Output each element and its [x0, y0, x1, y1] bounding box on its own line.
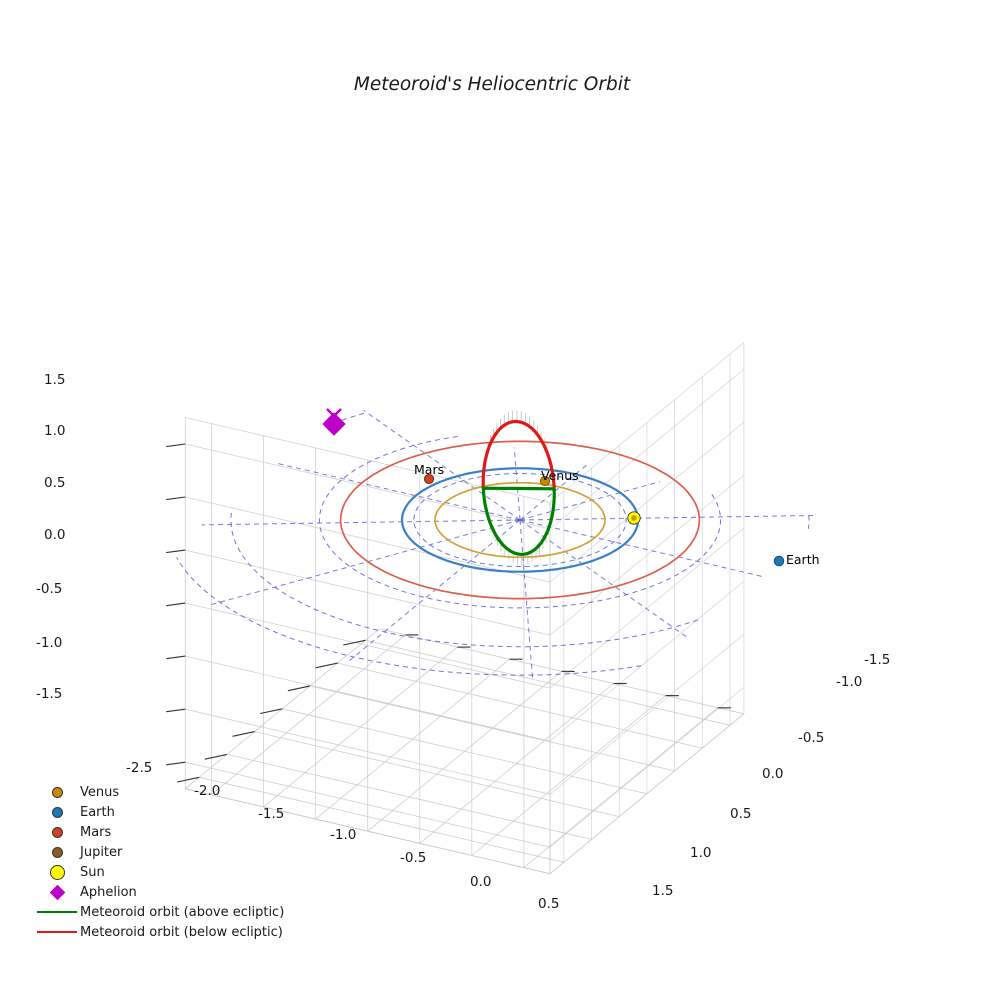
- tick-mark: [166, 708, 186, 713]
- tick-mark: [315, 662, 338, 669]
- earth-label: Earth: [786, 552, 820, 567]
- y-tick-0: -1.5: [864, 652, 891, 668]
- polar-grid-spoke: [275, 462, 521, 521]
- z-tick-1: 1.0: [44, 423, 66, 439]
- x-tick-2: -1.5: [258, 806, 285, 822]
- z-tick-0: 1.5: [44, 372, 66, 388]
- z-tick-6: -1.5: [36, 686, 63, 702]
- tick-mark: [176, 776, 200, 783]
- legend-label: Venus: [80, 784, 120, 800]
- polar-grid-spoke: [519, 481, 661, 521]
- tick-mark: [287, 685, 311, 692]
- legend-marker-aphelion: [34, 884, 80, 900]
- legend-item[interactable]: Jupiter: [34, 842, 284, 862]
- z-tick-3: 0.0: [44, 527, 66, 543]
- sun-core: [631, 515, 637, 521]
- meteoroid-orbit-below-ecliptic: [481, 419, 556, 488]
- polar-grid-spoke: [513, 447, 521, 521]
- polar-grid-ring: [413, 473, 627, 567]
- legend: Venus Earth Mars Jupiter Sun Aphelion Meteoroi…: [34, 782, 284, 942]
- z-tick-2: 0.5: [44, 475, 66, 491]
- legend-marker-venus: [34, 786, 80, 798]
- grid-line-bottom: [523, 707, 719, 868]
- polar-grid-spoke: [201, 519, 521, 526]
- polar-grid-spoke: [519, 519, 534, 681]
- legend-item[interactable]: Meteoroid orbit (above ecliptic): [34, 902, 284, 922]
- tick-mark: [260, 708, 283, 715]
- legend-item[interactable]: Venus: [34, 782, 284, 802]
- legend-marker-sun: [34, 864, 80, 880]
- z-tick-4: -0.5: [36, 581, 63, 597]
- legend-marker-meteoroid-orbit-above-ecliptic: [34, 910, 80, 914]
- legend-label: Meteoroid orbit (above ecliptic): [80, 904, 285, 920]
- mars-label: Mars: [414, 462, 445, 477]
- y-tick-5: 1.0: [690, 845, 712, 861]
- grid-line-bottom: [211, 634, 406, 796]
- legend-item[interactable]: Aphelion: [34, 882, 284, 902]
- polar-grid-spoke: [347, 519, 521, 662]
- legend-label: Sun: [80, 864, 105, 880]
- legend-label: Meteoroid orbit (below ecliptic): [80, 924, 283, 940]
- polar-grid-ring: [341, 412, 367, 421]
- legend-label: Jupiter: [80, 844, 123, 860]
- aphelion-marker: [322, 412, 346, 436]
- tick-mark: [166, 655, 186, 660]
- legend-marker-meteoroid-orbit-below-ecliptic: [34, 930, 80, 934]
- grid-line-bottom: [315, 658, 510, 820]
- x-tick-5: 0.0: [470, 874, 492, 890]
- y-tick-3: 0.0: [762, 766, 784, 782]
- legend-label: Mars: [80, 824, 112, 840]
- polar-grid-ring: [230, 511, 699, 648]
- polar-grid-spoke: [519, 519, 690, 639]
- mars-marker: [423, 473, 435, 485]
- y-tick-4: 0.5: [730, 806, 752, 822]
- earth-marker: [773, 555, 785, 567]
- tick-mark: [166, 443, 186, 448]
- page-title: Meteoroid's Heliocentric Orbit: [353, 74, 631, 95]
- venus-orbit: [434, 481, 606, 559]
- tick-mark: [166, 602, 186, 607]
- legend-marker-mars: [34, 826, 80, 838]
- tick-mark: [166, 761, 186, 766]
- legend-label: Aphelion: [80, 884, 137, 900]
- legend-item[interactable]: Earth: [34, 802, 284, 822]
- grid-line-bottom: [263, 646, 458, 808]
- legend-marker-jupiter: [34, 846, 80, 858]
- meteoroid-orbit-above-ecliptic: [481, 486, 556, 556]
- z-tick-5: -1.0: [36, 635, 63, 651]
- grid-line-bottom: [419, 683, 614, 844]
- polar-grid-spoke: [519, 515, 815, 521]
- venus-label: Venus: [541, 468, 579, 483]
- tick-mark: [232, 731, 255, 737]
- legend-marker-earth: [34, 806, 80, 818]
- legend-item[interactable]: Meteoroid orbit (below ecliptic): [34, 922, 284, 942]
- legend-label: Earth: [80, 804, 115, 820]
- x-tick-0: -2.5: [126, 760, 153, 776]
- grid-line-bottom: [471, 695, 666, 856]
- grid-line-bottom: [367, 670, 562, 832]
- tick-mark: [166, 496, 186, 501]
- polar-grid-ring: [176, 557, 642, 676]
- y-tick-2: -0.5: [798, 730, 825, 746]
- aphelion-cross-marker: [326, 408, 342, 424]
- x-tick-4: -0.5: [400, 850, 427, 866]
- y-tick-1: -1.0: [836, 674, 863, 690]
- polar-grid-ring: [807, 515, 810, 529]
- x-tick-3: -1.0: [330, 827, 357, 843]
- tick-mark: [166, 549, 186, 554]
- x-tick-6: 0.5: [538, 896, 560, 912]
- legend-item[interactable]: Sun: [34, 862, 284, 882]
- polar-grid-spoke: [519, 519, 765, 578]
- mars-orbit: [339, 440, 701, 600]
- venus-marker: [539, 475, 551, 487]
- tick-mark: [204, 753, 228, 760]
- legend-item[interactable]: Mars: [34, 822, 284, 842]
- tick-mark: [343, 639, 366, 646]
- y-tick-6: 1.5: [652, 883, 674, 899]
- polar-grid-spoke: [363, 409, 521, 521]
- x-tick-1: -2.0: [194, 783, 221, 799]
